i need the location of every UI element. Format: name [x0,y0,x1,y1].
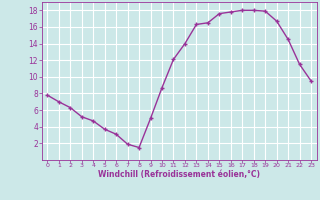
X-axis label: Windchill (Refroidissement éolien,°C): Windchill (Refroidissement éolien,°C) [98,170,260,179]
